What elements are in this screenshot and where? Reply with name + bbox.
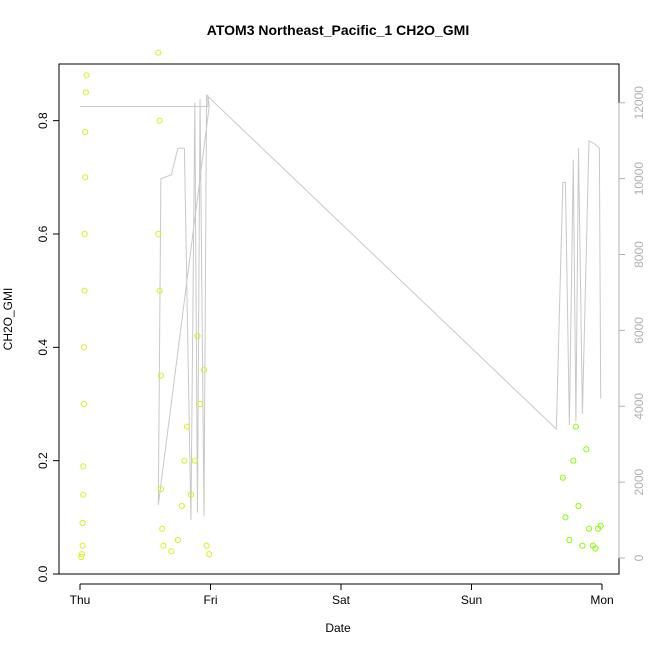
data-point [559, 474, 566, 481]
data-point [196, 400, 204, 408]
data-point [155, 230, 162, 238]
y2-tick-label: 0 [632, 554, 646, 561]
data-point [174, 536, 181, 544]
data-point [156, 117, 163, 124]
data-point [80, 344, 88, 351]
chart-title: ATOM3 Northeast_Pacific_1 CH2O_GMI [207, 22, 469, 38]
altitude-line [80, 94, 602, 521]
y-tick-label: 0.0 [36, 565, 50, 582]
data-point [206, 551, 213, 558]
data-point [570, 457, 577, 464]
data-point [79, 542, 86, 549]
data-point [183, 423, 191, 430]
data-point [160, 542, 167, 549]
data-point [78, 553, 85, 561]
y2-tick-label: 12000 [632, 86, 646, 120]
y-tick-label: 0.6 [36, 225, 50, 242]
y-tick-label: 0.8 [36, 112, 50, 129]
data-point [597, 522, 604, 529]
x-tick-label: Fri [204, 593, 218, 607]
data-point [80, 463, 87, 470]
x-axis-label: Date [325, 621, 351, 635]
data-point [78, 551, 86, 558]
data-point [81, 230, 88, 238]
y-axis: 0.0 0.2 0.4 0.6 0.8 [36, 112, 60, 582]
y2-tick-label: 2000 [632, 468, 646, 495]
data-point [82, 174, 89, 181]
data-point [157, 372, 165, 379]
data-point [572, 423, 580, 430]
data-point [194, 332, 201, 340]
data-point [81, 287, 88, 294]
data-point [80, 400, 88, 408]
data-point [181, 457, 188, 464]
data-point [168, 548, 175, 555]
data-point [178, 502, 185, 510]
data-point [159, 525, 166, 532]
x-tick-label: Mon [590, 593, 613, 607]
data-point [82, 128, 89, 136]
data-point [82, 89, 89, 96]
data-point [187, 491, 195, 498]
y-tick-label: 0.2 [36, 452, 50, 469]
data-point [592, 545, 599, 552]
plot-frame [58, 63, 620, 575]
y2-tick-label: 6000 [632, 317, 646, 344]
data-point [562, 514, 569, 521]
data-point [200, 366, 208, 374]
points-layer [78, 49, 604, 561]
data-point [157, 485, 165, 493]
data-point [155, 49, 162, 56]
y2-axis: 0 2000 4000 6000 8000 10000 12000 [618, 86, 646, 561]
x-tick-label: Sat [332, 593, 351, 607]
data-point [80, 491, 87, 498]
data-point [79, 519, 86, 527]
x-axis: Thu Fri Sat Sun Mon [70, 583, 614, 607]
data-point [156, 287, 163, 294]
y2-tick-label: 8000 [632, 241, 646, 268]
y-tick-label: 0.4 [36, 339, 50, 356]
data-point [575, 502, 582, 510]
y2-tick-label: 4000 [632, 393, 646, 420]
altitude-layer [80, 94, 602, 521]
data-point [583, 446, 590, 453]
data-point [585, 525, 593, 532]
data-point [191, 457, 198, 464]
data-point [566, 536, 573, 544]
y-axis-label: CH2O_GMI [1, 288, 15, 351]
y2-tick-label: 10000 [632, 162, 646, 196]
x-tick-label: Thu [70, 593, 91, 607]
data-point [579, 542, 586, 549]
data-point [203, 542, 210, 549]
x-tick-label: Sun [461, 593, 482, 607]
data-point [83, 72, 90, 79]
